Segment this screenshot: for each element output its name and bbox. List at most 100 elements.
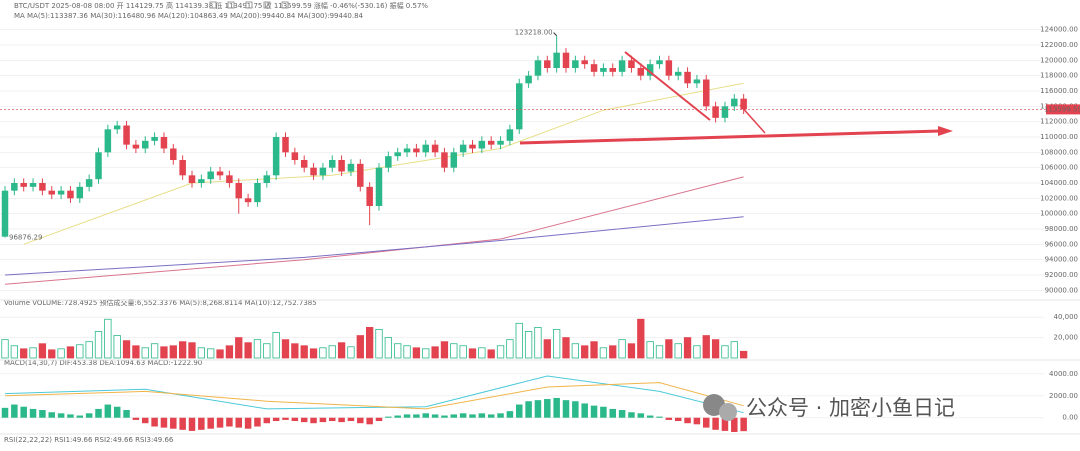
volume-bar: [496, 345, 505, 359]
volume-bar: [711, 339, 720, 359]
candle-body: [590, 64, 598, 72]
candle-body: [469, 144, 476, 149]
macd-bar: [703, 417, 710, 428]
volume-bar: [674, 343, 682, 359]
macd-bar: [20, 406, 27, 418]
candle-body: [385, 156, 392, 168]
tool-icon[interactable]: [281, 1, 289, 9]
volume-bar: [29, 347, 37, 359]
volume-bar: [76, 344, 84, 359]
candle-body: [628, 60, 635, 68]
macd-bar: [637, 413, 645, 418]
candle-body: [600, 68, 607, 72]
volume-bar: [412, 347, 421, 359]
macd-bar: [487, 414, 495, 418]
volume-bar: [356, 335, 364, 359]
candle-body: [703, 79, 710, 107]
volume-bar: [693, 345, 701, 359]
macd-bar: [67, 414, 74, 418]
candle-body: [618, 60, 626, 72]
y-tick-label: 0.00: [1062, 414, 1078, 422]
volume-bar: [132, 345, 140, 359]
last-price-label: 113599.59: [1044, 105, 1080, 113]
candle-body: [731, 98, 738, 107]
candle-body: [422, 144, 429, 153]
macd-bar: [366, 417, 373, 425]
volume-bar: [225, 345, 234, 359]
target-arrow: [519, 129, 941, 145]
indicator-line: [4, 382, 744, 410]
y-tick-label: 112000.00: [1040, 118, 1078, 126]
tool-icon[interactable]: [209, 1, 217, 9]
macd-bar: [329, 417, 336, 422]
macd-bar: [188, 417, 196, 431]
candle-body: [674, 71, 682, 76]
y-tick-label: 96000.00: [1045, 240, 1078, 248]
volume-bar: [38, 343, 47, 359]
candle-body: [413, 148, 420, 153]
candle-body: [403, 148, 411, 153]
rsi-header: RSI(22,22,22) RSI1:49.66 RSI2:49.66 RSI3…: [4, 436, 174, 444]
volume-bar: [319, 347, 327, 359]
volume-bar: [216, 349, 224, 359]
volume-bar: [48, 349, 56, 359]
volume-bar: [122, 340, 131, 359]
volume-bar: [553, 329, 561, 359]
candle-body: [282, 137, 289, 153]
max-pointer: [553, 32, 558, 37]
volume-bar: [683, 337, 692, 359]
candle-body: [142, 140, 149, 149]
volume-bar: [188, 342, 196, 359]
y-tick-label: 98000.00: [1045, 225, 1078, 233]
candle-body: [310, 167, 317, 176]
max-label: 123218.00: [515, 29, 553, 37]
arrow-head: [938, 126, 953, 136]
candle-body: [272, 137, 280, 176]
macd-bar: [581, 403, 588, 418]
volume-bar: [431, 346, 439, 359]
macd-bar: [684, 417, 691, 424]
candle-body: [712, 106, 719, 118]
volume-bar: [328, 345, 336, 359]
macd-bar: [544, 399, 551, 418]
macd-bar: [721, 417, 729, 431]
plot-area: 90000.00 92000.00 94000.00 96000.00 98000.00…: [0, 26, 1080, 435]
y-tick-label: 40,000: [1054, 313, 1079, 321]
tool-icon[interactable]: [245, 1, 253, 9]
candle-body: [57, 190, 65, 195]
tool-icon[interactable]: [263, 1, 271, 9]
macd-bar: [394, 415, 401, 418]
volume-bar: [524, 331, 533, 359]
candle-body: [95, 152, 102, 180]
candle-body: [525, 75, 532, 84]
trend-arrow: [739, 104, 766, 134]
volume-bar: [207, 348, 215, 359]
candle-body: [48, 190, 55, 195]
volume-bar: [534, 326, 542, 359]
candle-body: [506, 129, 514, 141]
candle-body: [188, 175, 196, 183]
last-price-box: [1046, 104, 1080, 115]
y-tick-label: 90000.00: [1045, 286, 1078, 294]
tool-icon[interactable]: [227, 1, 235, 9]
candle-body: [39, 183, 46, 191]
volume-bar: [543, 339, 551, 359]
candle-body: [104, 129, 112, 153]
volume-bar: [581, 345, 589, 359]
volume-bar: [459, 345, 467, 359]
y-tick-label: 108000.00: [1040, 148, 1078, 156]
macd-bar: [170, 417, 177, 429]
macd-bar: [338, 417, 345, 423]
candle-body: [244, 198, 252, 203]
macd-bar: [525, 401, 532, 418]
volume-bar: [244, 342, 252, 359]
y-tick-label: 106000.00: [1040, 164, 1078, 172]
macd-bar: [403, 414, 411, 418]
volume-bar: [599, 347, 608, 359]
volume-bar: [281, 339, 290, 359]
macd-bar: [282, 417, 289, 420]
volume-bar: [562, 337, 570, 359]
macd-bar: [478, 413, 486, 418]
y-tick-label: 124000.00: [1040, 26, 1078, 34]
